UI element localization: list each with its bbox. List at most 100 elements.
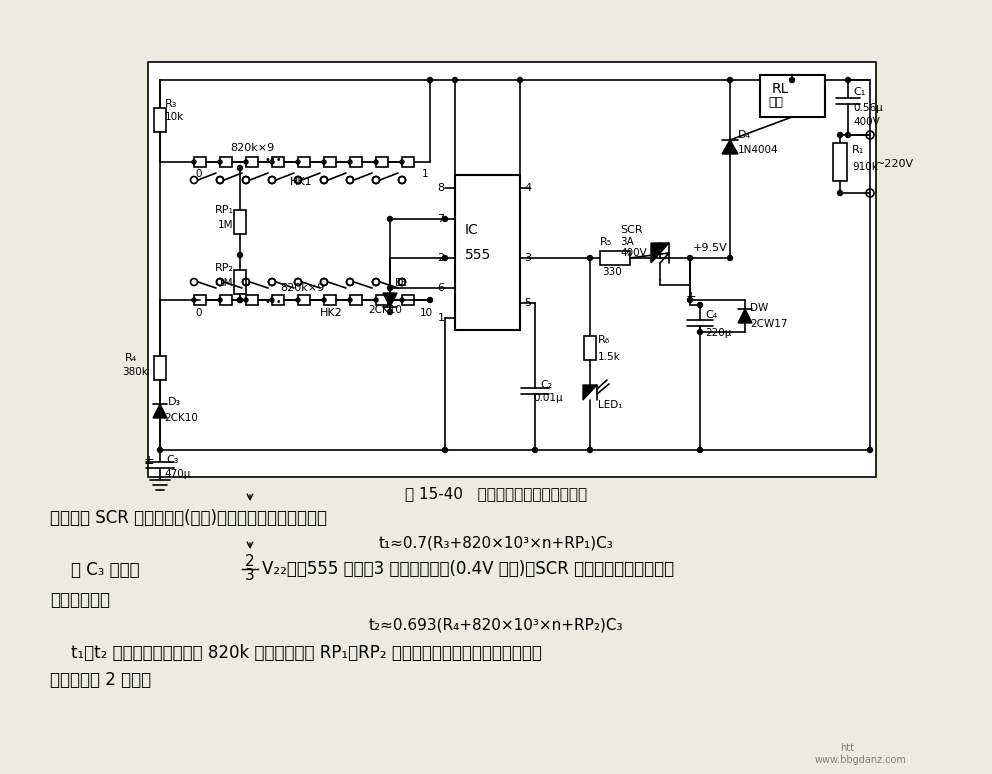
Circle shape xyxy=(237,166,242,170)
Circle shape xyxy=(158,447,163,453)
Circle shape xyxy=(790,77,795,83)
Circle shape xyxy=(845,132,850,138)
Polygon shape xyxy=(722,140,738,154)
Circle shape xyxy=(270,298,274,302)
Circle shape xyxy=(400,298,404,302)
Bar xyxy=(833,143,847,181)
Text: 1: 1 xyxy=(422,169,429,179)
Bar xyxy=(246,157,258,167)
Text: 10: 10 xyxy=(420,308,434,318)
Text: 0: 0 xyxy=(195,169,201,179)
Text: 220μ: 220μ xyxy=(705,328,731,338)
Text: t₂≈0.693(R₄+820×10³×n+RP₂)C₃: t₂≈0.693(R₄+820×10³×n+RP₂)C₃ xyxy=(369,618,623,632)
Bar xyxy=(148,62,876,477)
Text: R₃: R₃ xyxy=(165,99,178,109)
Circle shape xyxy=(697,303,702,307)
Circle shape xyxy=(442,447,447,453)
Bar xyxy=(148,62,876,477)
Text: SCR: SCR xyxy=(620,225,643,235)
Polygon shape xyxy=(153,404,167,418)
Text: 2: 2 xyxy=(437,253,444,263)
Text: +9.5V: +9.5V xyxy=(693,243,728,253)
Bar xyxy=(350,295,362,305)
Text: ±: ± xyxy=(144,454,155,467)
Circle shape xyxy=(867,447,873,453)
Text: 10k: 10k xyxy=(165,112,185,122)
Circle shape xyxy=(428,297,433,303)
Text: 2CK10: 2CK10 xyxy=(368,305,402,315)
Text: 400V: 400V xyxy=(853,117,880,127)
Bar xyxy=(154,108,166,132)
Bar xyxy=(194,157,206,167)
Text: 380k: 380k xyxy=(122,367,148,377)
Text: 3: 3 xyxy=(245,568,255,584)
Circle shape xyxy=(374,298,378,302)
Bar xyxy=(402,157,414,167)
Bar xyxy=(234,210,246,234)
Circle shape xyxy=(442,217,447,221)
Text: IC: IC xyxy=(465,223,479,237)
Circle shape xyxy=(587,447,592,453)
Text: D₄: D₄ xyxy=(738,130,751,140)
Circle shape xyxy=(587,255,592,261)
Bar xyxy=(272,295,284,305)
Text: R₁: R₁ xyxy=(852,145,864,155)
Text: 图 15-40   家电自动开、停的定时电路: 图 15-40 家电自动开、停的定时电路 xyxy=(405,487,587,502)
Circle shape xyxy=(442,255,447,261)
Bar xyxy=(584,336,596,360)
Circle shape xyxy=(348,160,352,164)
Circle shape xyxy=(428,77,433,83)
Bar xyxy=(324,157,336,167)
Text: 1: 1 xyxy=(437,313,444,323)
Bar xyxy=(234,270,246,294)
Text: ~220V: ~220V xyxy=(876,159,914,169)
Polygon shape xyxy=(738,309,752,323)
Text: LED₁: LED₁ xyxy=(598,400,623,410)
Circle shape xyxy=(687,255,692,261)
Text: C₂: C₂ xyxy=(540,380,553,390)
Text: 820k×9: 820k×9 xyxy=(230,143,274,153)
Circle shape xyxy=(244,298,248,302)
Text: •••: ••• xyxy=(264,155,282,165)
Text: 1N4004: 1N4004 xyxy=(738,145,779,155)
Polygon shape xyxy=(383,293,397,307)
Circle shape xyxy=(296,298,300,302)
Circle shape xyxy=(322,160,326,164)
Text: t₁≈0.7(R₃+820×10³×n+RP₁)C₃: t₁≈0.7(R₃+820×10³×n+RP₁)C₃ xyxy=(379,536,613,550)
Text: 时间不少于 2 分钟。: 时间不少于 2 分钟。 xyxy=(50,671,151,689)
Circle shape xyxy=(218,160,222,164)
Bar xyxy=(455,175,520,330)
Bar xyxy=(298,295,310,305)
Circle shape xyxy=(845,77,850,83)
Text: 2CW17: 2CW17 xyxy=(750,319,788,329)
Text: 6: 6 xyxy=(437,283,444,293)
Text: 2: 2 xyxy=(245,554,255,570)
Circle shape xyxy=(388,297,393,303)
Polygon shape xyxy=(583,385,597,400)
Text: 910k: 910k xyxy=(852,162,878,172)
Text: +: + xyxy=(686,290,696,303)
Circle shape xyxy=(727,77,732,83)
Text: DW: DW xyxy=(750,303,768,313)
Text: htt: htt xyxy=(840,743,854,753)
Circle shape xyxy=(218,298,222,302)
Text: 时可控硅 SCR 导通，负载(电器)得电运行，其运行时间为: 时可控硅 SCR 导通，负载(电器)得电运行，其运行时间为 xyxy=(50,509,327,527)
Circle shape xyxy=(192,298,196,302)
Text: 330: 330 xyxy=(602,267,622,277)
Text: 1M: 1M xyxy=(218,220,233,230)
Text: RP₁: RP₁ xyxy=(215,205,234,215)
Text: D₃: D₃ xyxy=(168,397,182,407)
Bar xyxy=(272,157,284,167)
Text: •••: ••• xyxy=(264,297,282,307)
Circle shape xyxy=(388,310,393,314)
Text: C₁: C₁ xyxy=(853,87,865,97)
Bar xyxy=(220,157,232,167)
Text: 555: 555 xyxy=(465,248,491,262)
Text: HK2: HK2 xyxy=(320,308,343,318)
Circle shape xyxy=(237,297,242,303)
Text: R₆: R₆ xyxy=(598,335,610,345)
Text: 470μ: 470μ xyxy=(164,469,190,479)
Text: C₄: C₄ xyxy=(705,310,717,320)
Bar xyxy=(350,157,362,167)
Bar xyxy=(760,75,825,117)
